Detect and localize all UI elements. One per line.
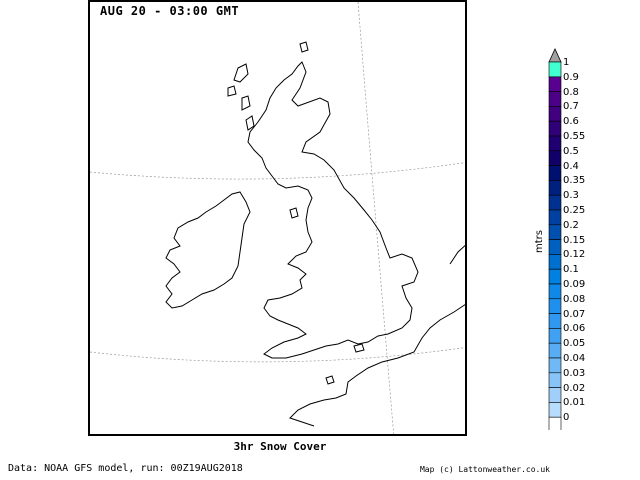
isle-of-wight bbox=[353, 343, 365, 353]
legend-label: 0.15 bbox=[563, 234, 586, 246]
hebrides-islands bbox=[227, 63, 255, 131]
legend-label: 0.01 bbox=[563, 397, 586, 409]
legend-swatch bbox=[548, 372, 562, 388]
legend-swatch bbox=[548, 254, 562, 270]
legend-label: 0.6 bbox=[563, 116, 579, 128]
legend-label: 0.02 bbox=[563, 382, 586, 394]
legend-swatch bbox=[548, 135, 562, 152]
legend-swatch bbox=[548, 224, 562, 240]
legend-swatch bbox=[548, 283, 562, 300]
legend-swatch bbox=[548, 194, 562, 211]
channel-islands bbox=[325, 375, 335, 385]
legend-label: 0.35 bbox=[563, 175, 586, 187]
legend-label: 0.55 bbox=[563, 131, 586, 142]
copyright-text: Map (c) Lattonweather.co.uk bbox=[419, 465, 550, 474]
legend-swatch bbox=[548, 76, 562, 92]
legend-swatch bbox=[548, 313, 562, 329]
data-source-text: Data: NOAA GFS model, run: 00Z19AUG2018 bbox=[8, 463, 243, 474]
graticule-lat-south bbox=[90, 347, 465, 363]
legend-swatch bbox=[548, 239, 562, 255]
map-title: AUG 20 - 03:00 GMT bbox=[100, 4, 240, 18]
graticule-lat-north bbox=[90, 162, 465, 180]
legend-swatch bbox=[548, 180, 562, 196]
isle-of-man bbox=[289, 207, 299, 219]
legend-label: 0.12 bbox=[563, 249, 586, 261]
legend-label: 0.9 bbox=[563, 71, 579, 83]
coastline-map bbox=[90, 2, 465, 434]
legend-label: 0.08 bbox=[563, 293, 586, 305]
legend-swatch bbox=[548, 91, 562, 107]
legend-swatch bbox=[548, 106, 562, 122]
legend-label: 0.25 bbox=[563, 205, 586, 216]
coastlines bbox=[165, 41, 465, 427]
ireland-coast bbox=[165, 191, 251, 309]
graticule bbox=[90, 2, 465, 434]
legend-swatch bbox=[548, 357, 562, 374]
legend-label: 0.04 bbox=[563, 353, 586, 364]
great-britain-coast bbox=[247, 61, 419, 359]
legend-label: 0.09 bbox=[563, 279, 586, 290]
legend-label: 0.07 bbox=[563, 308, 586, 320]
legend-label: 0.06 bbox=[563, 323, 586, 335]
legend-swatch bbox=[548, 209, 562, 226]
legend-unit: mtrs bbox=[533, 230, 545, 253]
legend-swatch bbox=[548, 268, 562, 285]
legend-label: 0.3 bbox=[563, 190, 579, 202]
legend-arrow-top bbox=[548, 48, 562, 63]
legend-label: 0.5 bbox=[563, 145, 579, 157]
map-frame bbox=[88, 0, 467, 436]
legend-label: 1 bbox=[563, 57, 570, 68]
legend-swatch bbox=[548, 120, 562, 137]
legend-swatch bbox=[548, 387, 562, 403]
legend-label: 0.8 bbox=[563, 86, 579, 98]
legend-swatch bbox=[548, 298, 562, 314]
legend-swatch bbox=[548, 61, 562, 78]
legend-swatch bbox=[548, 328, 562, 344]
legend-label: 0.4 bbox=[563, 160, 579, 172]
legend-label: 0.2 bbox=[563, 219, 579, 231]
legend-label: 0 bbox=[563, 412, 570, 424]
graticule-lon-east bbox=[357, 2, 395, 434]
low-countries-coast bbox=[449, 244, 465, 265]
legend-swatch bbox=[548, 342, 562, 359]
legend-swatch bbox=[548, 165, 562, 181]
legend-swatch bbox=[548, 402, 562, 418]
legend-swatch bbox=[548, 416, 562, 430]
legend-swatch bbox=[548, 150, 562, 166]
france-coast bbox=[289, 304, 465, 427]
orkney-islands bbox=[299, 41, 309, 53]
legend-colorbar bbox=[548, 48, 562, 430]
legend-label: 0.03 bbox=[563, 367, 586, 379]
legend-label: 0.1 bbox=[563, 264, 579, 276]
legend-label: 0.7 bbox=[563, 101, 579, 113]
legend-label: 0.05 bbox=[563, 338, 586, 350]
map-caption: 3hr Snow Cover bbox=[233, 440, 327, 453]
